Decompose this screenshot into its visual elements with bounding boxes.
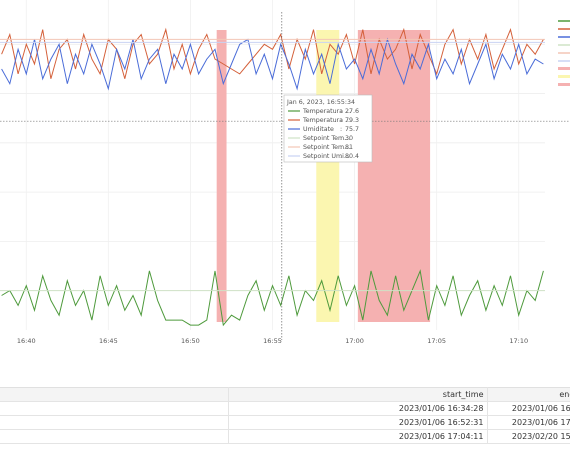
tooltip-separator: : (340, 153, 342, 160)
column-header: start_time (228, 387, 488, 402)
shaded-region (216, 30, 227, 322)
tooltip-name: Setpoint Tem... (303, 144, 350, 151)
legend-swatch (558, 67, 570, 70)
x-tick-label: 16:45 (99, 337, 118, 345)
tooltip-separator: : (340, 144, 342, 151)
x-tick-label: 16:50 (181, 337, 200, 345)
x-tick-label: 16:40 (17, 337, 36, 345)
table-cell: 2023/01/06 16:34:28 (228, 401, 488, 416)
tooltip-name: Setpoint Tem... (303, 135, 350, 142)
tooltip-title: Jan 6, 2023, 16:55:34 (286, 99, 355, 106)
shaded-region (357, 30, 431, 322)
blank-header (0, 387, 229, 402)
blank-cell (0, 401, 229, 416)
legend-swatch (558, 75, 570, 78)
tooltip-separator: : (340, 108, 342, 115)
shaded-region (316, 30, 340, 322)
tooltip-value: 27.6 (345, 108, 359, 115)
x-tick-label: 17:05 (427, 337, 446, 345)
tooltip-value: 79.3 (345, 117, 359, 124)
series-line (1, 37, 544, 91)
table: start_timeend_timerecipe 2023/01/06 16:3… (0, 387, 570, 444)
series-line (1, 27, 544, 79)
series-line (1, 269, 544, 327)
tooltip-name: Temperatura ... (302, 108, 351, 115)
table-header: start_timeend_timerecipe (0, 387, 570, 402)
column-header: end_time (487, 387, 570, 402)
table-cell: 2023/02/20 15:39:33 (487, 429, 570, 444)
tooltip-separator: : (340, 117, 342, 124)
blank-cell (0, 415, 229, 430)
table-cell: 2023/01/06 17:04:11 (228, 429, 488, 444)
x-tick-label: 16:55 (263, 337, 282, 345)
table-cell: 2023/01/06 17:04:09 (487, 415, 570, 430)
blank-cell (0, 429, 229, 444)
tooltip-value: 75.7 (345, 126, 359, 133)
tooltip-value: 81 (345, 144, 353, 151)
tooltip-name: Umiditate (303, 126, 334, 133)
tooltip-name: Setpoint Umi... (303, 153, 350, 160)
x-tick-label: 17:10 (509, 337, 528, 345)
chart: 16:40 16:45 16:50 16:55 17:00 17:05 17:10 Jan … (0, 0, 570, 345)
table-cell: 2023/01/06 16:52:31 (228, 415, 488, 430)
table-cell: 2023/01/06 16:51:15 (487, 401, 570, 416)
legend-swatch (558, 83, 570, 86)
tooltip-value: 80.4 (345, 153, 359, 160)
x-tick-label: 17:00 (345, 337, 364, 345)
tooltip-separator: : (340, 135, 342, 142)
tooltip-separator: : (340, 126, 342, 133)
tooltip-value: 30 (345, 135, 353, 142)
tooltip-name: Temperatura ... (302, 117, 351, 124)
tooltip: Jan 6, 2023, 16:55:34 Temperatura ...: 27… (283, 94, 373, 163)
table-container: start_timeend_timerecipe 2023/01/06 16:3… (0, 387, 570, 444)
